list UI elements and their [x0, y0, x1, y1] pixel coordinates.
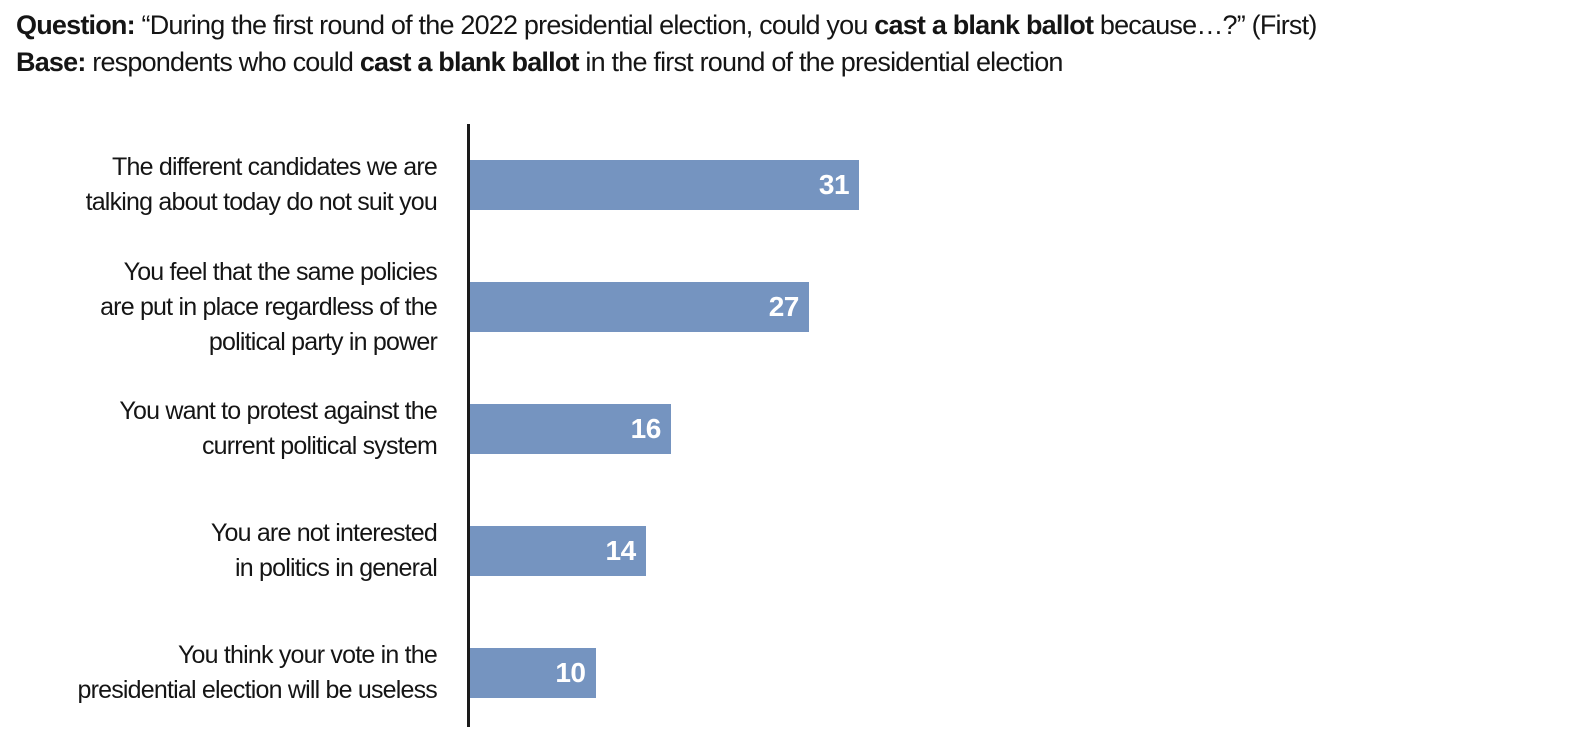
text-segment: “During the first round of the 2022 pres… [134, 10, 875, 40]
category-label: You think your vote in the presidential e… [77, 641, 438, 704]
chart-row: You want to protest against the current p… [0, 368, 1576, 490]
text-segment: in the first round of the presidential e… [578, 47, 1063, 77]
bar-area: 10 [470, 648, 1576, 698]
category-label: The different candidates we are talking a… [85, 153, 438, 216]
chart-header: Question: “During the first round of the… [0, 0, 1576, 81]
bar-value-label: 16 [630, 413, 662, 444]
bar-area: 16 [470, 404, 1576, 454]
bar-area: 27 [470, 282, 1576, 332]
bold-text-segment: Base: [16, 47, 86, 77]
chart-row: You feel that the same policies are put i… [0, 246, 1576, 368]
bar: 10 [470, 648, 596, 698]
bar-area: 31 [470, 160, 1576, 210]
chart-row: The different candidates we are talking a… [0, 124, 1576, 246]
y-axis-line [467, 124, 470, 727]
chart-rows: The different candidates we are talking a… [0, 124, 1576, 734]
bar-value-label: 10 [555, 657, 586, 688]
base-line: Base: respondents who could cast a blank… [16, 44, 1560, 81]
blank-ballot-reasons-bar-chart: The different candidates we are talking a… [0, 124, 1576, 734]
bar-value-label: 31 [818, 169, 850, 200]
question-line: Question: “During the first round of the… [16, 7, 1560, 44]
chart-row: You are not interested in politics in gen… [0, 490, 1576, 612]
bar: 27 [470, 282, 809, 332]
bar: 14 [470, 526, 646, 576]
bar: 31 [470, 160, 860, 210]
bold-text-segment: cast a blank ballot [874, 10, 1094, 40]
text-segment: because…?” (First) [1093, 10, 1317, 40]
bar-area: 14 [470, 526, 1576, 576]
category-label: You want to protest against the current p… [119, 397, 437, 460]
text-segment: respondents who could [85, 47, 360, 77]
bold-text-segment: cast a blank ballot [359, 47, 580, 77]
chart-row: You think your vote in the presidential e… [0, 612, 1576, 734]
category-label: You are not interested in politics in gen… [210, 519, 438, 582]
bold-text-segment: Question: [16, 10, 136, 40]
bar-value-label: 27 [768, 291, 800, 322]
bar: 16 [470, 404, 671, 454]
bar-value-label: 14 [605, 535, 637, 566]
category-label: You feel that the same policies are put i… [100, 257, 438, 356]
